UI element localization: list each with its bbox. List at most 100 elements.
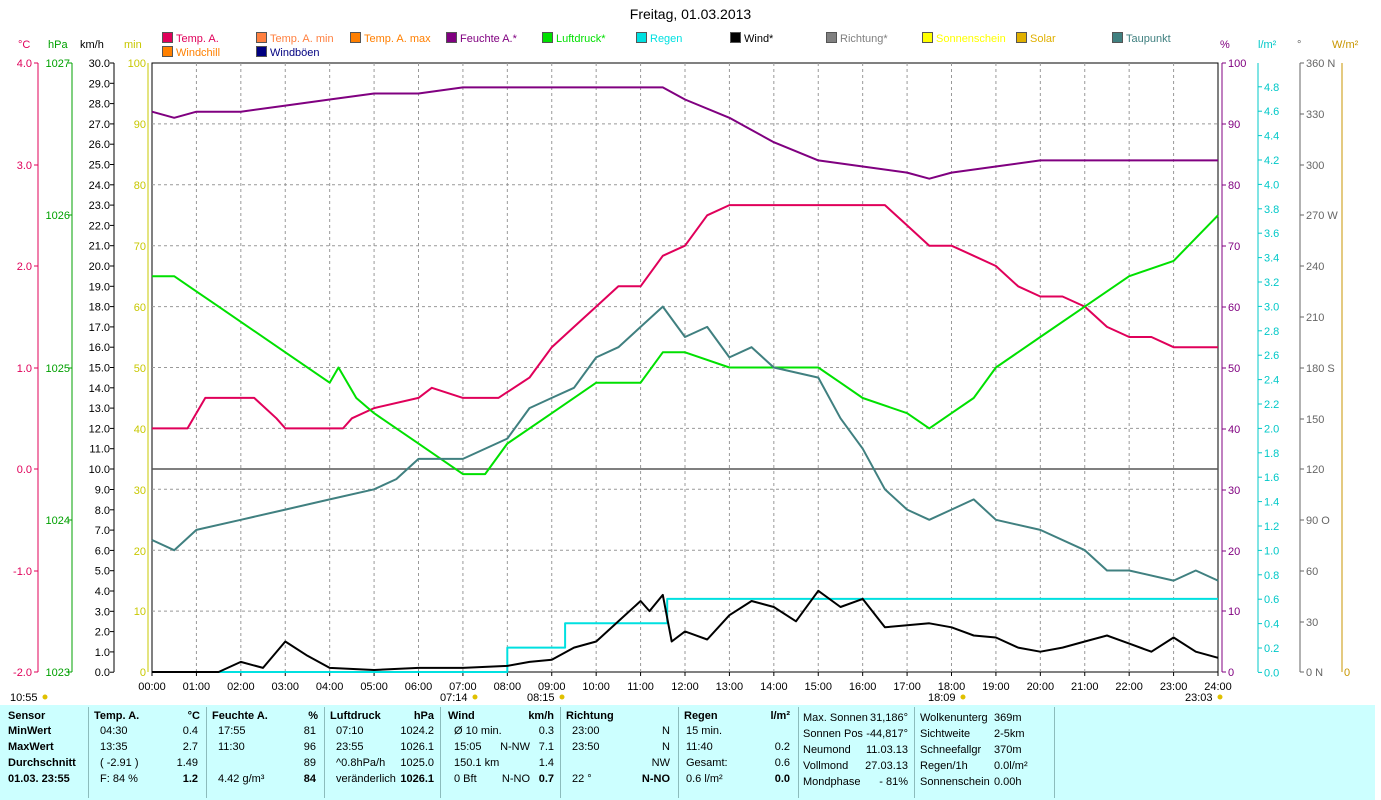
series-line-temp-a bbox=[152, 204, 1218, 430]
stats-time: 4.42 g/m³ bbox=[218, 773, 265, 785]
rain-tick-label: 0.0 bbox=[1264, 667, 1279, 679]
x-tick-label: 05:00 bbox=[360, 681, 388, 693]
wind-tick-label: 27.0 bbox=[89, 119, 110, 131]
x-tick-label: 23:00 bbox=[1160, 681, 1188, 693]
stats-value: N bbox=[662, 741, 670, 753]
wind-tick-label: 18.0 bbox=[89, 302, 110, 314]
stats-misc-value: 2-5km bbox=[994, 728, 1025, 740]
humidity-tick-label: 0 bbox=[1228, 667, 1234, 679]
minutes-tick-label: 80 bbox=[134, 180, 146, 192]
legend-item: Luftdruck* bbox=[542, 32, 606, 45]
wind-tick-label: 12.0 bbox=[89, 423, 110, 435]
wind-tick-label: 7.0 bbox=[95, 525, 110, 537]
direction-tick-label: 360 N bbox=[1306, 58, 1335, 70]
wind-tick-label: 17.0 bbox=[89, 322, 110, 334]
direction-tick-label: 300 bbox=[1306, 160, 1324, 172]
legend-swatch bbox=[730, 32, 741, 43]
legend-label: Richtung* bbox=[840, 33, 888, 45]
minutes-tick-label: 70 bbox=[134, 241, 146, 253]
stats-time: ( -2.91 ) bbox=[100, 757, 139, 769]
humidity-tick-label: 90 bbox=[1228, 119, 1240, 131]
axis-unit-label: °C bbox=[18, 39, 30, 51]
stats-time: 15:05 bbox=[454, 741, 482, 753]
axis-unit-label: W/m² bbox=[1332, 39, 1359, 51]
legend-swatch bbox=[256, 32, 267, 43]
wind-tick-label: 19.0 bbox=[89, 281, 110, 293]
x-tick-label: 12:00 bbox=[671, 681, 699, 693]
wind-tick-label: 21.0 bbox=[89, 241, 110, 253]
rain-tick-label: 4.0 bbox=[1264, 179, 1279, 191]
rain-tick-label: 1.4 bbox=[1264, 497, 1279, 509]
minutes-tick-label: 20 bbox=[134, 546, 146, 558]
axis-unit-label: hPa bbox=[48, 39, 68, 51]
legend-swatch bbox=[162, 46, 173, 57]
rain-tick-label: 3.4 bbox=[1264, 253, 1279, 265]
stats-separator bbox=[88, 707, 89, 798]
stats-value: N-NO bbox=[641, 773, 670, 785]
stats-value: 1026.1 bbox=[400, 741, 434, 753]
stats-astro-label: Sonnen Pos bbox=[803, 728, 863, 740]
stats-separator bbox=[798, 707, 799, 798]
stats-value: N bbox=[662, 725, 670, 737]
stats-row-label: MinWert bbox=[8, 725, 52, 737]
stats-unit: hPa bbox=[413, 710, 434, 722]
legend-label: Feuchte A.* bbox=[460, 33, 517, 45]
stats-row-label: 01.03. 23:55 bbox=[8, 773, 70, 785]
stats-unit: km/h bbox=[528, 710, 554, 722]
stats-misc-value: 0.0l/m² bbox=[994, 760, 1028, 772]
chart-series bbox=[151, 86, 1219, 673]
rain-tick-label: 0.6 bbox=[1264, 594, 1279, 606]
legend-swatch bbox=[826, 32, 837, 43]
solar-tick-label: 0 bbox=[1344, 667, 1350, 679]
stats-value: 0.2 bbox=[774, 741, 790, 753]
direction-tick-label: 150 bbox=[1306, 414, 1324, 426]
x-tick-label: 21:00 bbox=[1071, 681, 1099, 693]
stats-value: 2.7 bbox=[182, 741, 198, 753]
stats-time: 0 Bft bbox=[454, 773, 477, 785]
wind-tick-label: 29.0 bbox=[89, 78, 110, 90]
chart-tick-labels: °C hPa km/h min% l/m² ° W/m² 4.0 3.0 2.0 1.0 0.0 -1.… bbox=[10, 39, 1359, 704]
legend-item: Feuchte A.* bbox=[446, 32, 517, 45]
temp-tick-label: 3.0 bbox=[17, 160, 32, 172]
axis-unit-label: ° bbox=[1297, 39, 1301, 51]
stats-value: 7.1 bbox=[538, 741, 554, 753]
sun-time-label: 07:14 bbox=[440, 692, 468, 704]
humidity-tick-label: 50 bbox=[1228, 363, 1240, 375]
sun-icon bbox=[559, 694, 565, 700]
stats-row-label: Durchschnitt bbox=[8, 757, 76, 769]
wind-tick-label: 1.0 bbox=[95, 647, 110, 659]
rain-tick-label: 4.4 bbox=[1264, 131, 1279, 143]
legend-label: Sonnenschein bbox=[936, 33, 1006, 45]
temp-tick-label: 1.0 bbox=[17, 363, 32, 375]
wind-tick-label: 20.0 bbox=[89, 261, 110, 273]
series-line-luftdruck bbox=[152, 214, 1219, 476]
stats-value: 1.4 bbox=[538, 757, 554, 769]
x-tick-label: 13:00 bbox=[716, 681, 744, 693]
series-line-feuchte-a bbox=[151, 86, 1218, 180]
direction-tick-label: 120 bbox=[1306, 464, 1324, 476]
stats-header: Regen bbox=[684, 710, 718, 722]
legend-label: Temp. A. max bbox=[364, 33, 431, 45]
stats-time: 11:30 bbox=[218, 741, 245, 753]
x-tick-label: 18:00 bbox=[938, 681, 966, 693]
stats-header: Temp. A. bbox=[94, 710, 140, 722]
x-tick-label: 16:00 bbox=[849, 681, 877, 693]
rain-tick-label: 0.2 bbox=[1264, 643, 1279, 655]
stats-value: 84 bbox=[303, 773, 316, 785]
x-tick-label: 17:00 bbox=[893, 681, 921, 693]
humidity-tick-label: 70 bbox=[1228, 241, 1240, 253]
wind-tick-label: 4.0 bbox=[95, 586, 110, 598]
direction-tick-label: 330 bbox=[1306, 109, 1324, 121]
stats-time: 15 min. bbox=[686, 725, 723, 737]
axis-unit-label: % bbox=[1220, 39, 1230, 51]
stats-misc-value: 369m bbox=[994, 712, 1022, 724]
wind-tick-label: 22.0 bbox=[89, 220, 110, 232]
minutes-tick-label: 10 bbox=[134, 606, 146, 618]
wind-tick-label: 14.0 bbox=[89, 383, 110, 395]
direction-tick-label: 30 bbox=[1306, 617, 1318, 629]
minutes-tick-label: 100 bbox=[128, 58, 146, 70]
rain-tick-label: 2.6 bbox=[1264, 350, 1279, 362]
stats-panel: Sensor MinWert MaxWert Durchschnitt 01.03. 2… bbox=[0, 705, 1375, 800]
rain-tick-label: 2.2 bbox=[1264, 399, 1279, 411]
wind-tick-label: 11.0 bbox=[89, 444, 110, 456]
